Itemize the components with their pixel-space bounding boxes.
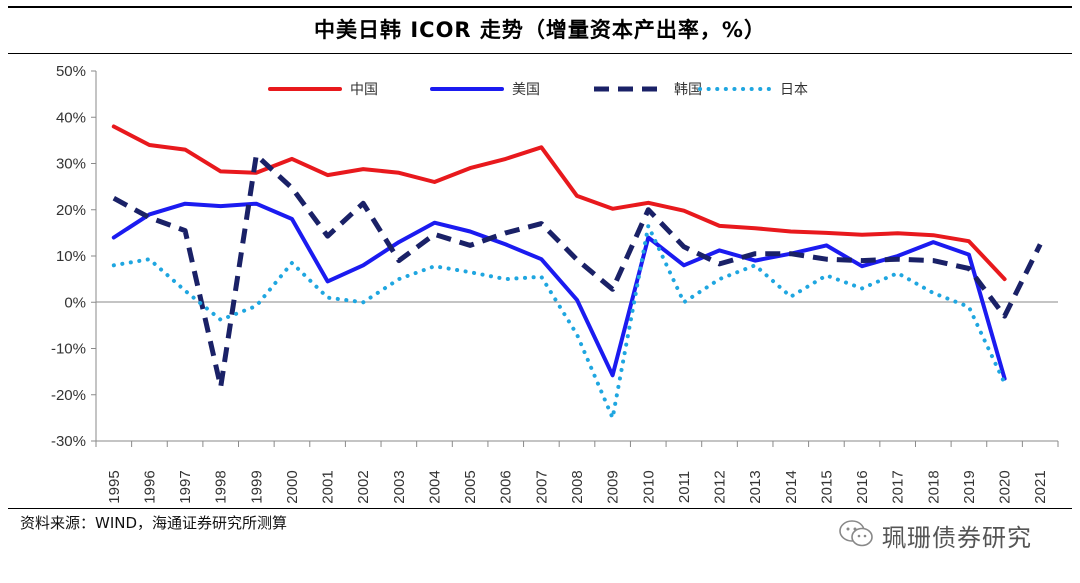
x-tick-label: 2011 bbox=[676, 471, 693, 503]
x-tick-label: 2006 bbox=[498, 470, 515, 503]
series-line-3 bbox=[111, 223, 1007, 420]
y-tick-label: -30% bbox=[51, 433, 86, 450]
x-tick-label: 1997 bbox=[177, 470, 194, 503]
y-tick-label: 0% bbox=[64, 294, 86, 311]
chart-title-bar: 中美日韩 ICOR 走势（增量资本产出率，%） bbox=[8, 6, 1072, 52]
y-axis-ticks: 50% 40% 30% 20% 10% 0% -10% -20% -30% bbox=[51, 63, 96, 450]
x-tick-label: 2017 bbox=[890, 470, 907, 503]
x-tick-label: 2001 bbox=[320, 470, 337, 503]
top-rule bbox=[8, 6, 1072, 8]
y-tick-label: 30% bbox=[56, 156, 86, 173]
x-tick-label: 2014 bbox=[783, 470, 800, 503]
x-tick-label: 2003 bbox=[391, 470, 408, 503]
series-line-1 bbox=[111, 201, 1007, 381]
y-tick-label: -10% bbox=[51, 341, 86, 358]
x-tick-label: 2015 bbox=[818, 470, 835, 503]
footer-rule bbox=[8, 508, 1072, 509]
legend-label: 中国 bbox=[350, 82, 378, 98]
x-tick-label: 2021 bbox=[1032, 470, 1049, 503]
y-tick-label: 10% bbox=[56, 248, 86, 265]
wechat-icon bbox=[838, 519, 874, 553]
x-tick-label: 2008 bbox=[569, 470, 586, 503]
source-note: 资料来源：WIND，海通证券研究所测算 bbox=[20, 514, 288, 532]
x-tick-label: 2000 bbox=[284, 470, 301, 503]
x-tick-label: 2020 bbox=[997, 470, 1014, 503]
title-rule bbox=[8, 53, 1072, 54]
chart-title: 中美日韩 ICOR 走势（增量资本产出率，%） bbox=[314, 18, 766, 42]
x-tick-label: 2009 bbox=[605, 470, 622, 503]
x-tick-label: 2010 bbox=[640, 470, 657, 503]
legend-label: 韩国 bbox=[674, 82, 702, 98]
x-tick-label: 2002 bbox=[355, 470, 372, 503]
series-line-0 bbox=[111, 124, 1007, 282]
x-tick-label: 1998 bbox=[213, 470, 230, 503]
x-tick-label: 2019 bbox=[961, 470, 978, 503]
x-tick-label: 2012 bbox=[712, 470, 729, 503]
x-tick-label: 1996 bbox=[141, 470, 158, 503]
watermark: 珮珊债券研究 bbox=[838, 518, 1032, 553]
x-tick-label: 1995 bbox=[106, 470, 123, 503]
series-line-2 bbox=[112, 152, 1043, 390]
x-tick-label: 2007 bbox=[533, 470, 550, 503]
x-tick-label: 1999 bbox=[248, 470, 265, 503]
y-tick-label: -20% bbox=[51, 387, 86, 404]
legend-label: 美国 bbox=[512, 82, 540, 98]
legend-label: 日本 bbox=[780, 82, 808, 98]
legend: 中国 美国 韩国 日本 bbox=[268, 82, 808, 98]
x-tick-label: 2016 bbox=[854, 470, 871, 503]
y-tick-label: 20% bbox=[56, 202, 86, 219]
x-tick-label: 2004 bbox=[426, 470, 443, 503]
x-axis-ticks: 1995 1996 1997 1998 1999 2000 2001 2002 2003 2004… bbox=[95, 440, 1059, 504]
watermark-text: 珮珊债券研究 bbox=[882, 524, 1032, 552]
y-tick-label: 40% bbox=[56, 109, 86, 126]
x-tick-label: 2013 bbox=[747, 470, 764, 503]
series-layer bbox=[111, 124, 1043, 420]
x-tick-label: 2005 bbox=[462, 470, 479, 503]
y-tick-label: 50% bbox=[56, 63, 86, 80]
x-tick-label: 2018 bbox=[925, 470, 942, 503]
